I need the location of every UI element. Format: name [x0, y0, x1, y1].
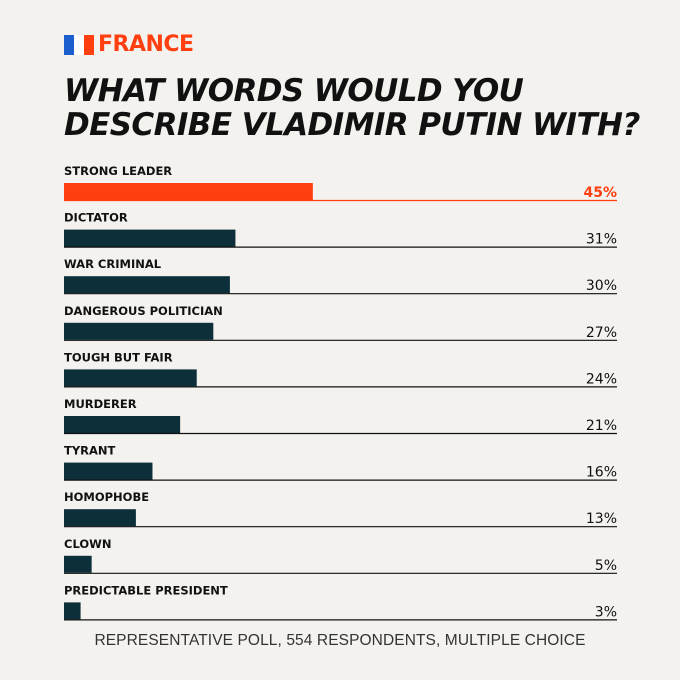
footer-note: REPRESENTATIVE POLL, 554 RESPONDENTS, MU…	[94, 632, 586, 649]
flag-red-stripe	[84, 35, 94, 55]
title-line-1: WHAT WORDS WOULD YOU	[64, 73, 524, 109]
country-label: FRANCE	[98, 32, 194, 57]
category-label-predictable-president: PREDICTABLE PRESIDENT	[64, 583, 228, 597]
category-label-dangerous-politician: DANGEROUS POLITICIAN	[64, 304, 223, 318]
category-label-tough-but-fair: TOUGH BUT FAIR	[64, 350, 173, 364]
value-label-tyrant: 16%	[586, 465, 617, 481]
flag-white-stripe	[74, 35, 84, 55]
france-flag-icon	[64, 35, 94, 55]
value-label-dictator: 31%	[586, 232, 617, 248]
flag-blue-stripe	[64, 35, 74, 55]
bar-homophobe	[64, 509, 136, 527]
bar-murderer	[64, 416, 181, 433]
value-label-murderer: 21%	[586, 418, 617, 434]
category-label-strong-leader: STRONG LEADER	[64, 164, 172, 178]
bar-war-criminal	[64, 276, 230, 294]
value-label-clown: 5%	[595, 558, 617, 574]
category-label-murderer: MURDERER	[64, 397, 137, 411]
bar-strong-leader	[64, 183, 313, 200]
value-label-homophobe: 13%	[586, 511, 617, 527]
title-line-2: DESCRIBE VLADIMIR PUTIN WITH?	[64, 107, 640, 143]
category-label-dictator: DICTATOR	[64, 211, 128, 225]
value-label-strong-leader: 45%	[583, 185, 617, 201]
bar-dangerous-politician	[64, 322, 214, 340]
bar-tough-but-fair	[64, 369, 197, 387]
bar-predictable-president	[64, 602, 81, 620]
bar-tyrant	[64, 462, 153, 480]
category-label-war-criminal: WAR CRIMINAL	[64, 257, 162, 271]
page-title: WHAT WORDS WOULD YOU DESCRIBE VLADIMIR P…	[64, 74, 664, 142]
value-label-war-criminal: 30%	[586, 278, 617, 294]
bar-dictator	[64, 229, 236, 247]
category-label-clown: CLOWN	[64, 537, 111, 551]
header: FRANCE	[64, 34, 194, 56]
category-label-homophobe: HOMOPHOBE	[64, 490, 149, 504]
value-label-tough-but-fair: 24%	[586, 371, 617, 387]
value-label-dangerous-politician: 27%	[586, 325, 617, 341]
bar-clown	[64, 555, 92, 573]
value-label-predictable-president: 3%	[595, 604, 617, 620]
category-label-tyrant: TYRANT	[64, 444, 116, 458]
